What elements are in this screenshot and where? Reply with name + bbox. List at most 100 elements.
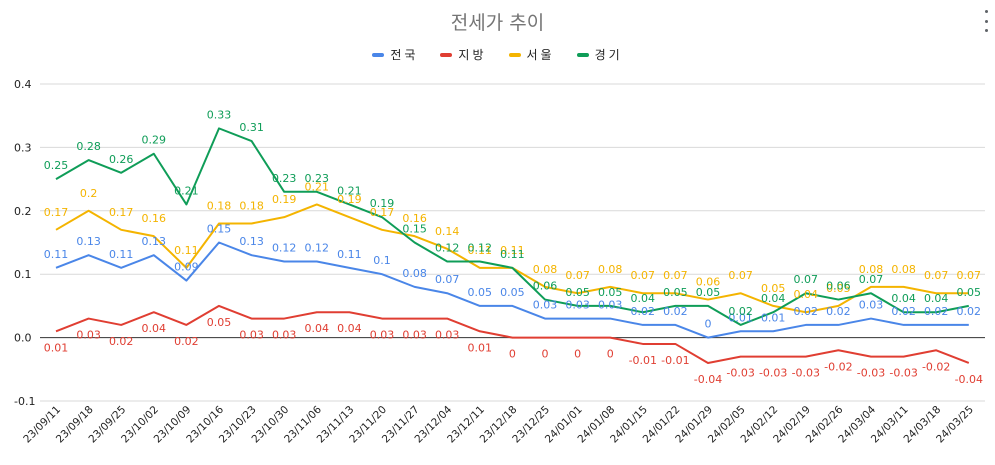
data-label: 0.16 <box>142 212 167 225</box>
data-label: 0.23 <box>272 172 297 185</box>
data-label: 0.04 <box>631 292 656 305</box>
data-label: 0.02 <box>663 305 688 318</box>
data-label: 0.01 <box>761 311 786 324</box>
data-label: -0.02 <box>824 360 852 373</box>
data-label: 0.02 <box>109 335 134 348</box>
legend-item[interactable]: 전국 <box>372 46 418 63</box>
data-label: 0.05 <box>500 286 525 299</box>
data-label: 0 <box>607 348 614 361</box>
legend-swatch <box>576 52 589 57</box>
data-label: 0.05 <box>761 282 786 295</box>
data-label: 0.07 <box>728 269 753 282</box>
data-label: 0.07 <box>794 273 819 286</box>
data-label: 0.04 <box>142 322 167 335</box>
legend-label: 지방 <box>458 48 487 62</box>
data-label: 0.19 <box>370 197 395 210</box>
data-label: 0.15 <box>402 223 427 236</box>
data-label: -0.01 <box>661 354 689 367</box>
data-label: 0.04 <box>305 322 330 335</box>
data-label: 0.01 <box>468 341 493 354</box>
data-label: 0.02 <box>794 305 819 318</box>
data-label: 0.02 <box>957 305 982 318</box>
legend-label: 전국 <box>390 48 419 62</box>
data-label: 0.12 <box>305 242 330 255</box>
data-label: 0.04 <box>761 292 786 305</box>
data-label: 0.2 <box>80 187 98 200</box>
legend-label: 서울 <box>526 48 555 62</box>
data-label: 0.07 <box>565 269 590 282</box>
data-label: 0.25 <box>44 159 69 172</box>
data-label: -0.04 <box>955 373 983 386</box>
data-label: -0.03 <box>759 367 787 380</box>
data-label: 0.04 <box>924 292 949 305</box>
data-label: 0 <box>705 318 712 331</box>
data-label: 0.11 <box>468 244 493 257</box>
data-label: -0.03 <box>857 367 885 380</box>
data-label: 0.12 <box>468 242 493 255</box>
data-label: 0.19 <box>337 193 362 206</box>
data-label: 0.02 <box>826 305 851 318</box>
data-label: -0.02 <box>922 360 950 373</box>
data-label: 0.05 <box>468 286 493 299</box>
series-line <box>55 304 970 364</box>
data-label: 0.03 <box>402 329 427 342</box>
data-label: 0 <box>574 348 581 361</box>
series-line <box>55 241 969 339</box>
data-label: 0.05 <box>598 286 623 299</box>
y-tick-label: 0.1 <box>14 268 32 281</box>
chart-title: 전세가 추이 <box>450 12 545 34</box>
data-label: 0.03 <box>565 299 590 312</box>
data-label: 0.06 <box>533 280 558 293</box>
data-label: 0.04 <box>794 288 819 301</box>
data-label: 0.21 <box>305 180 330 193</box>
data-label: 0.03 <box>76 329 101 342</box>
data-label: 0.08 <box>859 263 884 276</box>
legend-swatch <box>440 52 453 57</box>
data-label: 0.17 <box>370 206 395 219</box>
data-label: 0.16 <box>402 212 427 225</box>
data-label: 0.04 <box>337 322 362 335</box>
data-label: 0.19 <box>272 193 297 206</box>
data-label: 0.03 <box>435 329 460 342</box>
data-label: 0.01 <box>728 311 753 324</box>
data-label: 0.05 <box>663 286 688 299</box>
series-line <box>55 127 969 326</box>
data-label: 0.14 <box>435 225 460 238</box>
data-label: 0.02 <box>891 305 916 318</box>
data-label: 0.31 <box>239 121 264 134</box>
data-label: 0.08 <box>598 263 623 276</box>
data-label: 0.11 <box>44 248 69 261</box>
data-label: 0.17 <box>109 206 134 219</box>
data-label: 0 <box>542 348 549 361</box>
chart-legend: 전국 지방 서울 경기 <box>0 46 995 63</box>
data-label: 0.18 <box>207 199 232 212</box>
data-label: 0.29 <box>142 134 167 147</box>
data-label: 0.08 <box>402 267 427 280</box>
vertical-dots-icon[interactable] <box>981 10 991 32</box>
data-label: 0.13 <box>142 235 167 248</box>
y-tick-label: -0.1 <box>14 395 35 408</box>
data-label: 0.12 <box>272 242 297 255</box>
data-label: 0.03 <box>533 299 558 312</box>
data-label: 0.07 <box>663 269 688 282</box>
data-label: 0.15 <box>207 223 232 236</box>
legend-item[interactable]: 지방 <box>440 46 486 63</box>
data-label: 0.33 <box>207 108 232 121</box>
data-label: 0.21 <box>174 184 199 197</box>
data-label: 0.17 <box>44 206 69 219</box>
y-tick-label: 0.0 <box>14 332 32 345</box>
data-label: 0.03 <box>370 329 395 342</box>
data-label: 0.07 <box>435 273 460 286</box>
data-label: 0.12 <box>435 242 460 255</box>
data-label: -0.03 <box>889 367 917 380</box>
data-label: 0.07 <box>631 269 656 282</box>
data-label: -0.01 <box>629 354 657 367</box>
legend-item[interactable]: 서울 <box>508 46 555 63</box>
legend-swatch <box>372 52 385 57</box>
legend-swatch <box>508 52 521 57</box>
y-tick-label: 0.2 <box>14 205 32 218</box>
data-label: -0.03 <box>792 367 820 380</box>
data-label: 0.05 <box>826 282 851 295</box>
legend-item[interactable]: 경기 <box>576 46 623 63</box>
